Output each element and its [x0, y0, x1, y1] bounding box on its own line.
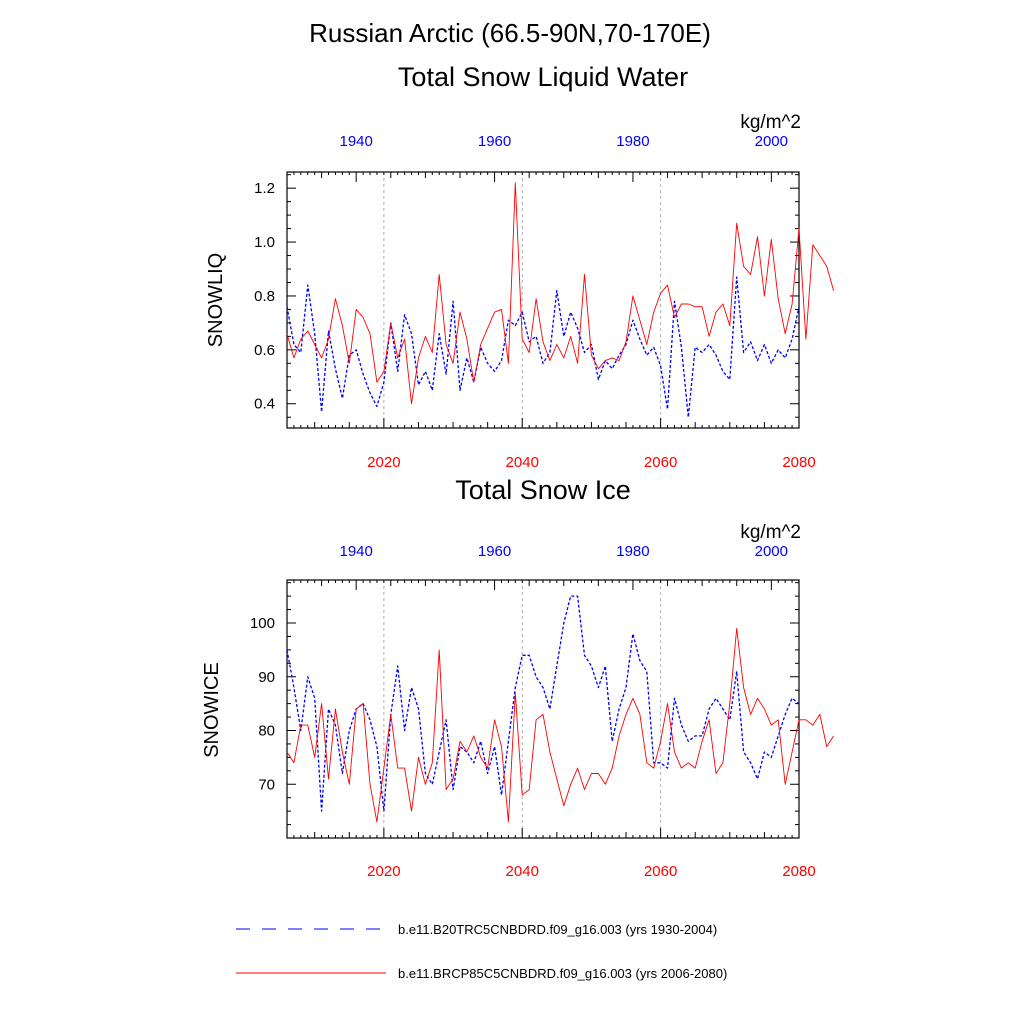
panel-snowliq: Total Snow Liquid Water kg/m^2 SNOWLIQ 0… [205, 62, 835, 471]
x-bottom-tick-label: 2060 [644, 863, 677, 880]
series-line-historical [286, 276, 800, 418]
y-tick-label: 100 [250, 615, 275, 632]
y-tick-label: 90 [258, 669, 275, 686]
x-top-tick-label: 2000 [755, 133, 788, 150]
y-tick-label: 70 [258, 776, 275, 793]
x-bottom-tick-label: 2040 [506, 863, 539, 880]
units-label: kg/m^2 [740, 522, 801, 543]
legend: b.e11.B20TRC5CNBDRD.f09_g16.003 (yrs 193… [236, 922, 727, 981]
series-line-historical [286, 595, 800, 812]
x-bottom-tick-label: 2080 [782, 863, 815, 880]
units-label: kg/m^2 [740, 112, 801, 133]
legend-label-future: b.e11.BRCP85C5CNBDRD.f09_g16.003 (yrs 20… [398, 966, 727, 981]
x-bottom-tick-label: 2020 [367, 454, 400, 471]
x-top-tick-label: 1980 [616, 543, 649, 560]
y-tick-label: 1.2 [254, 180, 275, 197]
panel-snowice: Total Snow Ice kg/m^2 SNOWICE 70 80 90 100 2… [201, 475, 834, 880]
x-top-tick-label: 1940 [340, 543, 373, 560]
x-bottom-tick-label: 2080 [782, 454, 815, 471]
y-tick-label: 80 [258, 723, 275, 740]
chart-title: Total Snow Ice [455, 475, 631, 505]
y-axis-label: SNOWICE [201, 662, 223, 758]
series-line-future [286, 627, 834, 823]
figure-title: Russian Arctic (66.5-90N,70-170E) [309, 18, 711, 48]
x-bottom-tick-label: 2040 [506, 454, 539, 471]
x-bottom-tick-label: 2020 [367, 863, 400, 880]
x-top-tick-label: 1960 [478, 133, 511, 150]
x-bottom-tick-label: 2060 [644, 454, 677, 471]
x-top-tick-label: 1940 [340, 133, 373, 150]
x-top-tick-label: 1960 [478, 543, 511, 560]
y-tick-label: 0.8 [254, 288, 275, 305]
x-top-tick-label: 1980 [616, 133, 649, 150]
chart-title: Total Snow Liquid Water [398, 62, 688, 92]
y-tick-label: 1.0 [254, 234, 275, 251]
x-top-tick-label: 2000 [755, 543, 788, 560]
series-line-future [286, 182, 835, 405]
legend-label-historical: b.e11.B20TRC5CNBDRD.f09_g16.003 (yrs 193… [398, 922, 717, 937]
plot-frame [286, 171, 800, 429]
y-tick-label: 0.6 [254, 342, 275, 359]
y-tick-label: 0.4 [254, 396, 275, 413]
y-axis-label: SNOWLIQ [205, 253, 227, 347]
